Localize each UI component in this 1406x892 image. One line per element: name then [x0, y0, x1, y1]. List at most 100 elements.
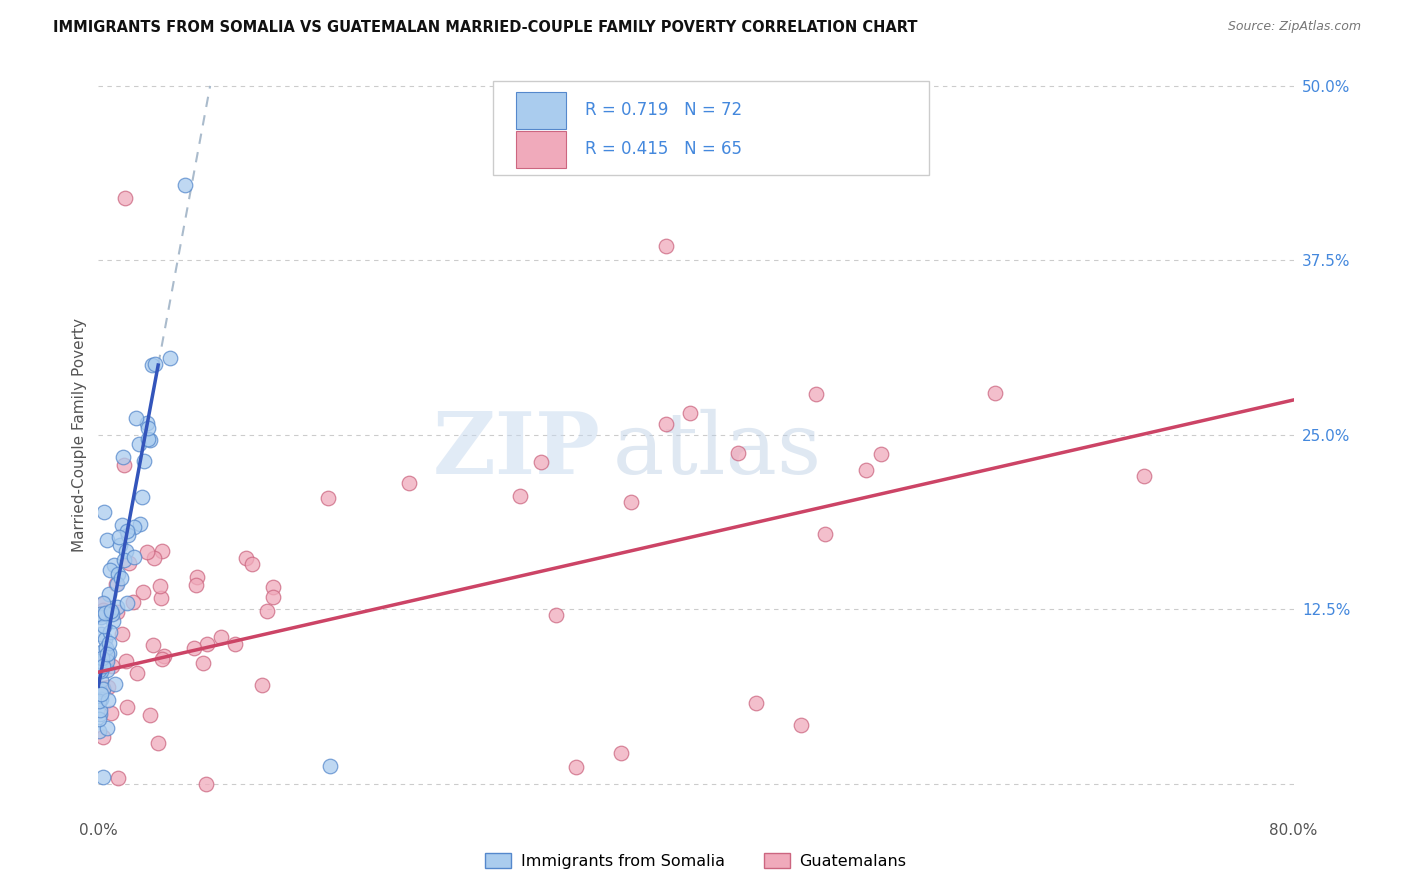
Point	[101, 607, 124, 621]
Point	[90, 610, 112, 624]
Point	[191, 656, 214, 670]
FancyBboxPatch shape	[516, 92, 565, 129]
Point	[105, 576, 128, 591]
Point	[128, 436, 150, 450]
Point	[256, 604, 278, 618]
Point	[114, 543, 136, 558]
Point	[150, 591, 173, 605]
Point	[250, 678, 273, 692]
Point	[114, 190, 136, 204]
Point	[98, 563, 121, 577]
Point	[91, 597, 114, 611]
Point	[136, 545, 159, 559]
Point	[509, 489, 531, 503]
Point	[105, 605, 128, 619]
Point	[107, 566, 129, 581]
Point	[262, 581, 284, 595]
Text: atlas: atlas	[613, 409, 821, 491]
Point	[89, 703, 111, 717]
Point	[224, 637, 246, 651]
Point	[91, 770, 114, 784]
Point	[90, 673, 112, 687]
Point	[619, 495, 641, 509]
Point	[125, 411, 148, 425]
Point	[98, 625, 121, 640]
Point	[115, 654, 138, 668]
Point	[89, 724, 111, 739]
Point	[186, 570, 208, 584]
Point	[96, 721, 118, 735]
Point	[96, 647, 118, 661]
Point	[870, 446, 893, 460]
Point	[103, 558, 125, 572]
FancyBboxPatch shape	[494, 80, 929, 175]
Point	[104, 677, 127, 691]
Point	[150, 652, 173, 666]
Point	[91, 731, 114, 745]
Point	[89, 706, 111, 721]
Point	[100, 659, 122, 673]
Point	[115, 524, 138, 538]
Point	[679, 405, 702, 419]
Point	[984, 386, 1007, 401]
Point	[90, 692, 112, 706]
Y-axis label: Married-Couple Family Poverty: Married-Couple Family Poverty	[72, 318, 87, 552]
Point	[142, 638, 165, 652]
Point	[318, 491, 340, 506]
Point	[111, 627, 134, 641]
Point	[141, 358, 163, 372]
Point	[184, 577, 207, 591]
Text: Source: ZipAtlas.com: Source: ZipAtlas.com	[1227, 20, 1361, 33]
Point	[105, 577, 128, 591]
Point	[319, 758, 342, 772]
Point	[105, 599, 128, 614]
Point	[146, 736, 169, 750]
Point	[813, 527, 835, 541]
Point	[91, 681, 114, 696]
Point	[565, 760, 588, 774]
Point	[100, 604, 122, 618]
Point	[209, 630, 232, 644]
Point	[159, 351, 181, 366]
Point	[89, 663, 111, 677]
Point	[115, 596, 138, 610]
Point	[97, 692, 120, 706]
Point	[89, 712, 111, 726]
Point	[93, 505, 115, 519]
Point	[91, 658, 114, 673]
Point	[98, 587, 121, 601]
Point	[143, 357, 166, 371]
FancyBboxPatch shape	[516, 130, 565, 169]
Point	[89, 607, 111, 622]
Point	[655, 239, 678, 253]
Point	[138, 707, 160, 722]
Point	[89, 684, 111, 698]
Point	[91, 651, 114, 665]
Point	[107, 530, 129, 544]
Point	[100, 706, 122, 721]
Point	[89, 654, 111, 668]
Point	[97, 681, 120, 695]
Point	[727, 446, 749, 460]
Point	[544, 607, 567, 622]
Point	[94, 640, 117, 655]
Text: IMMIGRANTS FROM SOMALIA VS GUATEMALAN MARRIED-COUPLE FAMILY POVERTY CORRELATION : IMMIGRANTS FROM SOMALIA VS GUATEMALAN MA…	[53, 20, 918, 35]
Point	[91, 650, 114, 665]
Point	[149, 579, 172, 593]
Point	[240, 557, 263, 571]
Point	[112, 458, 135, 472]
Point	[132, 585, 155, 599]
Point	[262, 590, 284, 604]
Point	[789, 718, 811, 732]
Point	[91, 681, 114, 696]
Point	[143, 551, 166, 566]
Point	[110, 571, 132, 585]
Point	[125, 665, 148, 680]
Point	[90, 687, 112, 701]
Text: R = 0.415   N = 65: R = 0.415 N = 65	[585, 140, 742, 159]
Point	[94, 632, 117, 646]
Point	[138, 434, 160, 448]
Point	[153, 648, 176, 663]
Point	[91, 644, 114, 658]
Point	[138, 432, 160, 446]
